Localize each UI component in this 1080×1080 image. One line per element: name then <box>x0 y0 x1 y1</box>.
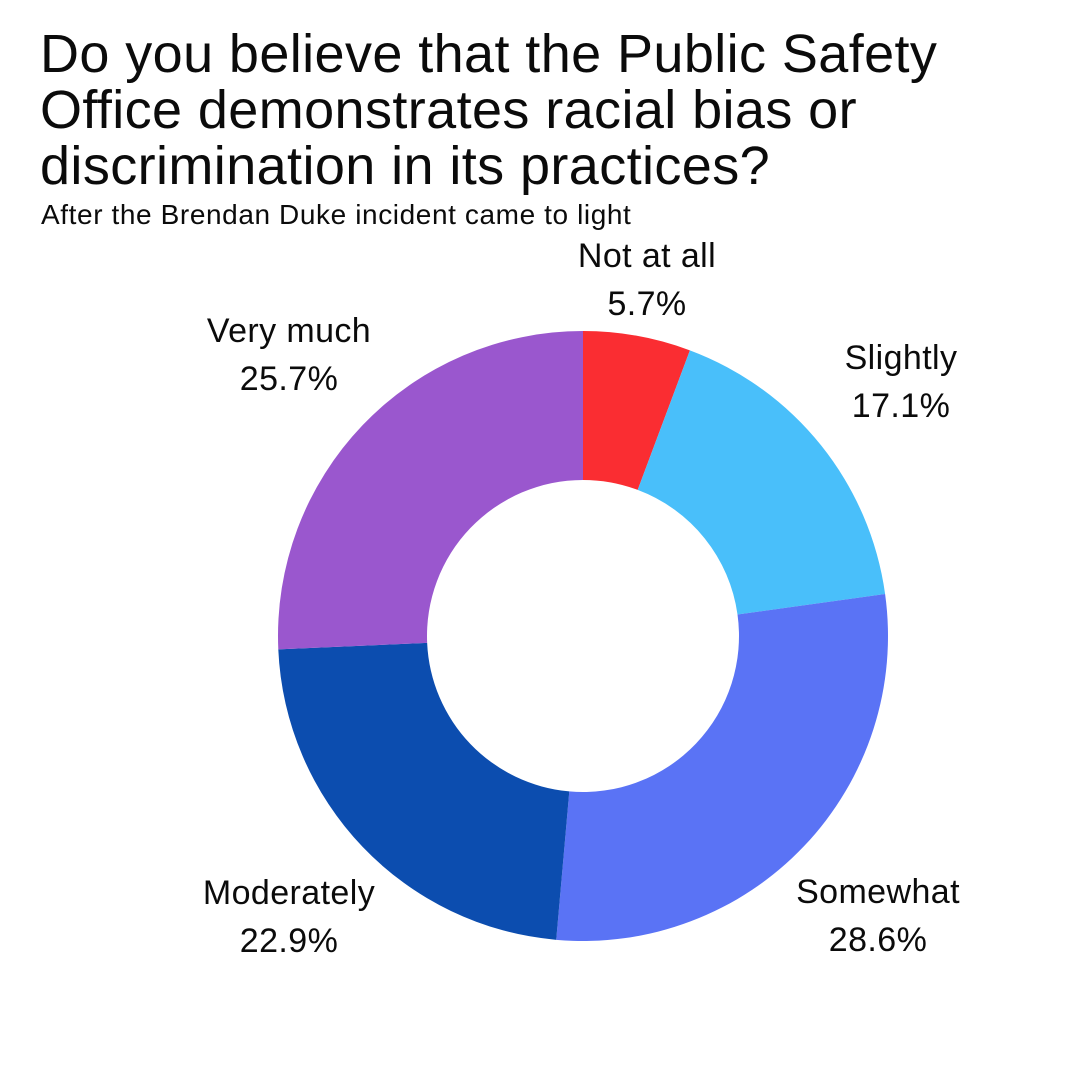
slice-label-very-much: Very much 25.7% <box>207 307 371 403</box>
slice-label-value: 28.6% <box>828 921 928 959</box>
slice-label-slightly: Slightly 17.1% <box>845 334 958 430</box>
pie-slice-somewhat <box>556 593 888 941</box>
slice-label-text: Moderately <box>202 874 376 912</box>
chart-subtitle: After the Brendan Duke incident came to … <box>41 199 632 230</box>
slice-label-value: 22.9% <box>239 922 339 960</box>
slice-label-text: Slightly <box>844 339 958 377</box>
slice-label-text: Not at all <box>577 237 717 275</box>
slice-label-text: Somewhat <box>796 873 960 911</box>
slice-label-moderately: Moderately 22.9% <box>203 869 375 965</box>
slice-label-somewhat: Somewhat 28.6% <box>796 868 960 964</box>
slice-label-value: 5.7% <box>607 285 687 323</box>
slice-label-value: 17.1% <box>851 387 951 425</box>
chart-title: Do you believe that the Public Safety Of… <box>40 24 938 196</box>
slice-label-value: 25.7% <box>239 360 339 398</box>
pie-slice-slightly <box>637 350 886 615</box>
pie-slice-not-at-all <box>583 331 690 490</box>
pie-slice-moderately <box>278 642 570 940</box>
slice-label-not-at-all: Not at all 5.7% <box>578 232 716 328</box>
slice-label-text: Very much <box>206 312 372 350</box>
pie-slice-very-much <box>277 331 583 650</box>
